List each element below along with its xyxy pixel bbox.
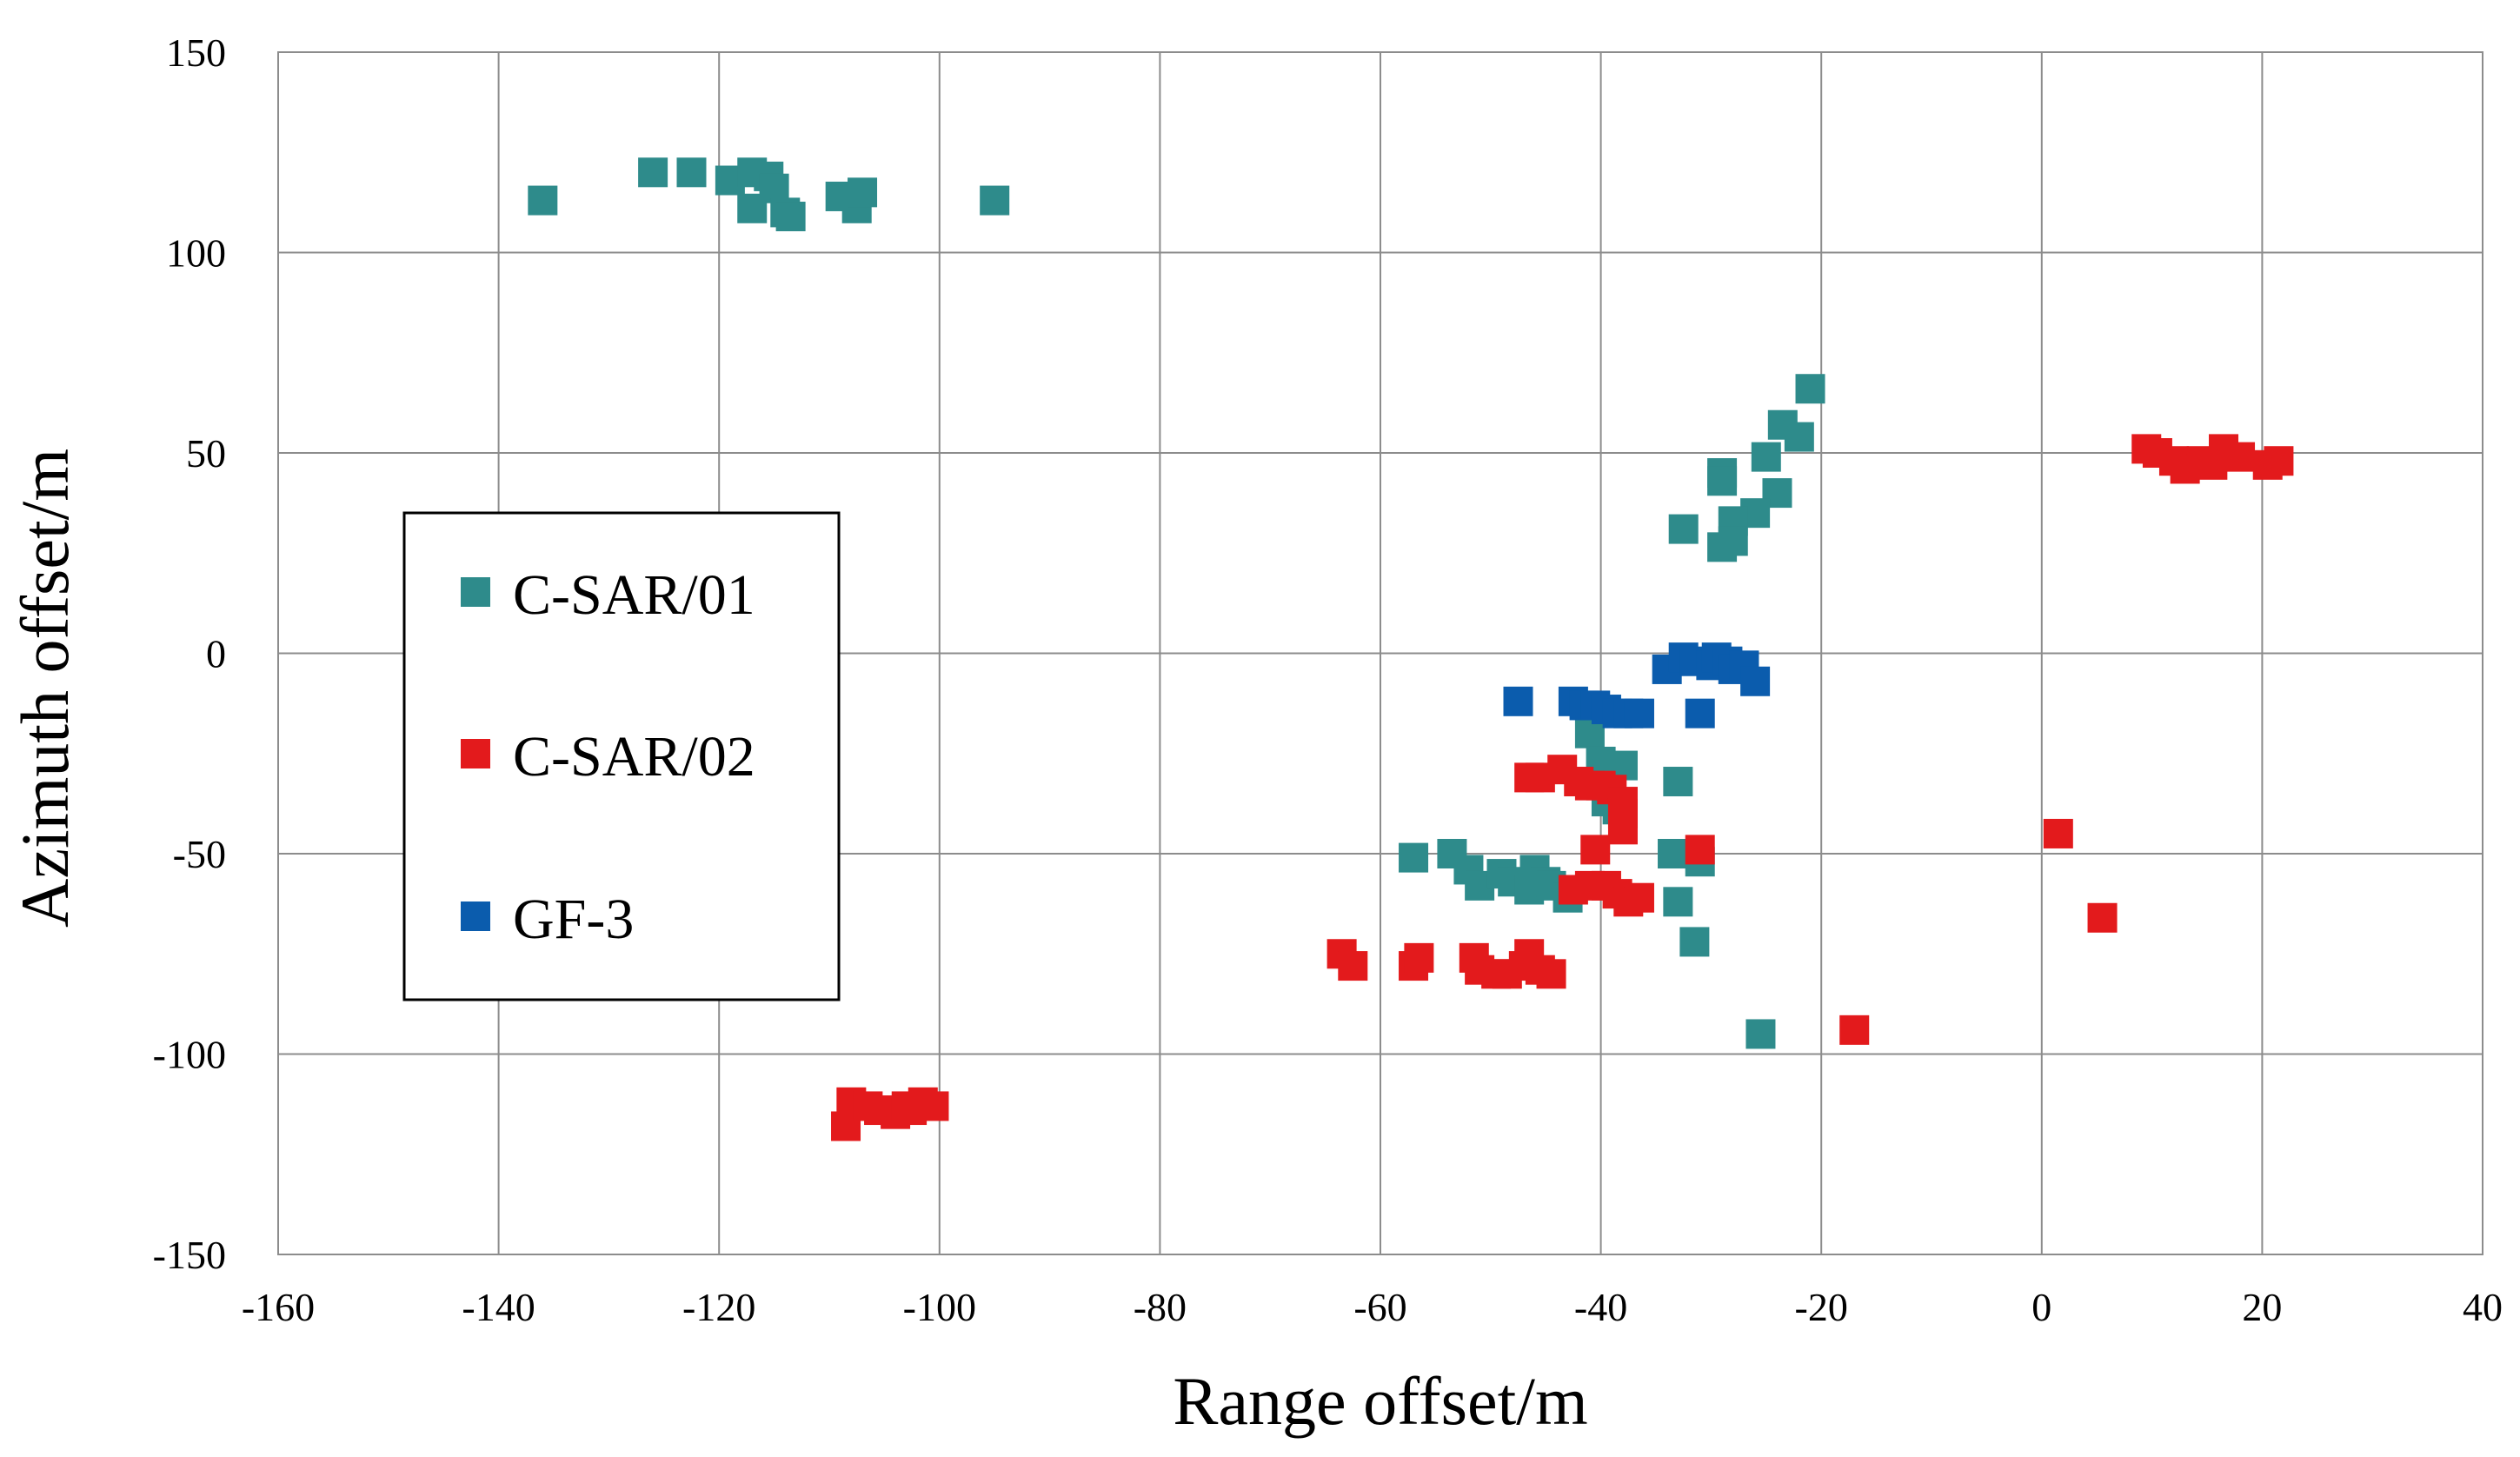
data-point <box>1536 959 1566 989</box>
y-tick-label: 0 <box>206 632 226 676</box>
data-point <box>919 1091 949 1121</box>
data-point <box>1663 887 1693 917</box>
data-point <box>1839 1015 1870 1045</box>
data-point <box>638 157 668 188</box>
legend-marker <box>461 739 490 768</box>
data-point <box>775 202 806 232</box>
data-point <box>2225 442 2256 472</box>
x-axis-title: Range offset/m <box>1173 1363 1587 1439</box>
data-point <box>1624 698 1654 728</box>
data-point <box>848 177 878 208</box>
x-tick-label: 40 <box>2463 1285 2503 1329</box>
data-point <box>2043 818 2073 848</box>
data-point <box>676 157 707 188</box>
data-point <box>1685 835 1715 865</box>
legend-marker <box>461 577 490 607</box>
data-point <box>1679 927 1710 957</box>
x-tick-label: -80 <box>1134 1285 1187 1329</box>
y-tick-label: -100 <box>153 1033 226 1077</box>
data-point <box>980 185 1010 216</box>
y-tick-label: 100 <box>166 231 226 276</box>
data-point <box>1624 882 1654 913</box>
data-point <box>737 193 768 223</box>
y-tick-label: 50 <box>186 431 226 476</box>
data-point <box>1745 1019 1776 1049</box>
x-tick-label: -100 <box>903 1285 976 1329</box>
series-c-sar-02 <box>831 434 2294 1141</box>
legend: C-SAR/01 C-SAR/02 GF-3 <box>402 511 841 1001</box>
data-point <box>1580 835 1611 865</box>
x-tick-label: -20 <box>1795 1285 1848 1329</box>
data-point <box>1685 698 1715 728</box>
y-tick-label: 150 <box>166 30 226 75</box>
data-point <box>1658 839 1688 868</box>
data-point <box>1740 666 1771 696</box>
legend-item: C-SAR/02 <box>461 725 755 788</box>
legend-item: C-SAR/01 <box>461 563 755 627</box>
x-tick-label: 0 <box>2031 1285 2051 1329</box>
data-point <box>1338 951 1368 981</box>
data-point <box>1784 422 1814 452</box>
data-point <box>1795 374 1825 404</box>
x-tick-label: 20 <box>2242 1285 2282 1329</box>
data-point <box>1503 686 1533 716</box>
legend-label: GF-3 <box>513 888 634 951</box>
data-point <box>1404 942 1434 973</box>
legend-label: C-SAR/02 <box>513 725 755 788</box>
data-point <box>1399 842 1429 873</box>
x-tick-label: -60 <box>1353 1285 1406 1329</box>
series-gf-3 <box>1503 642 1771 728</box>
y-tick-label: -50 <box>173 832 226 876</box>
y-tick-label: -150 <box>153 1233 226 1277</box>
legend-item: GF-3 <box>461 888 634 951</box>
data-point <box>1751 442 1781 472</box>
x-tick-label: -40 <box>1574 1285 1627 1329</box>
legend-label: C-SAR/01 <box>513 563 755 627</box>
legend-marker <box>461 901 490 931</box>
data-point <box>1707 466 1738 496</box>
tick-labels: -160 -140 -120 -100 -80 -60 -40 -20 0 20 40 -150 -10… <box>153 30 2503 1329</box>
x-tick-label: -120 <box>682 1285 755 1329</box>
x-tick-label: -140 <box>462 1285 535 1329</box>
y-axis-title: Azimuth offset/m <box>7 449 83 928</box>
data-points <box>528 157 2294 1141</box>
plot-area <box>277 51 2483 1255</box>
x-tick-label: -160 <box>242 1285 315 1329</box>
data-point <box>2087 902 2118 933</box>
data-point <box>1718 526 1748 556</box>
data-point <box>1668 514 1699 544</box>
data-point <box>2264 446 2294 476</box>
data-point <box>1663 767 1693 797</box>
data-point <box>528 185 558 216</box>
data-point <box>1607 815 1638 845</box>
